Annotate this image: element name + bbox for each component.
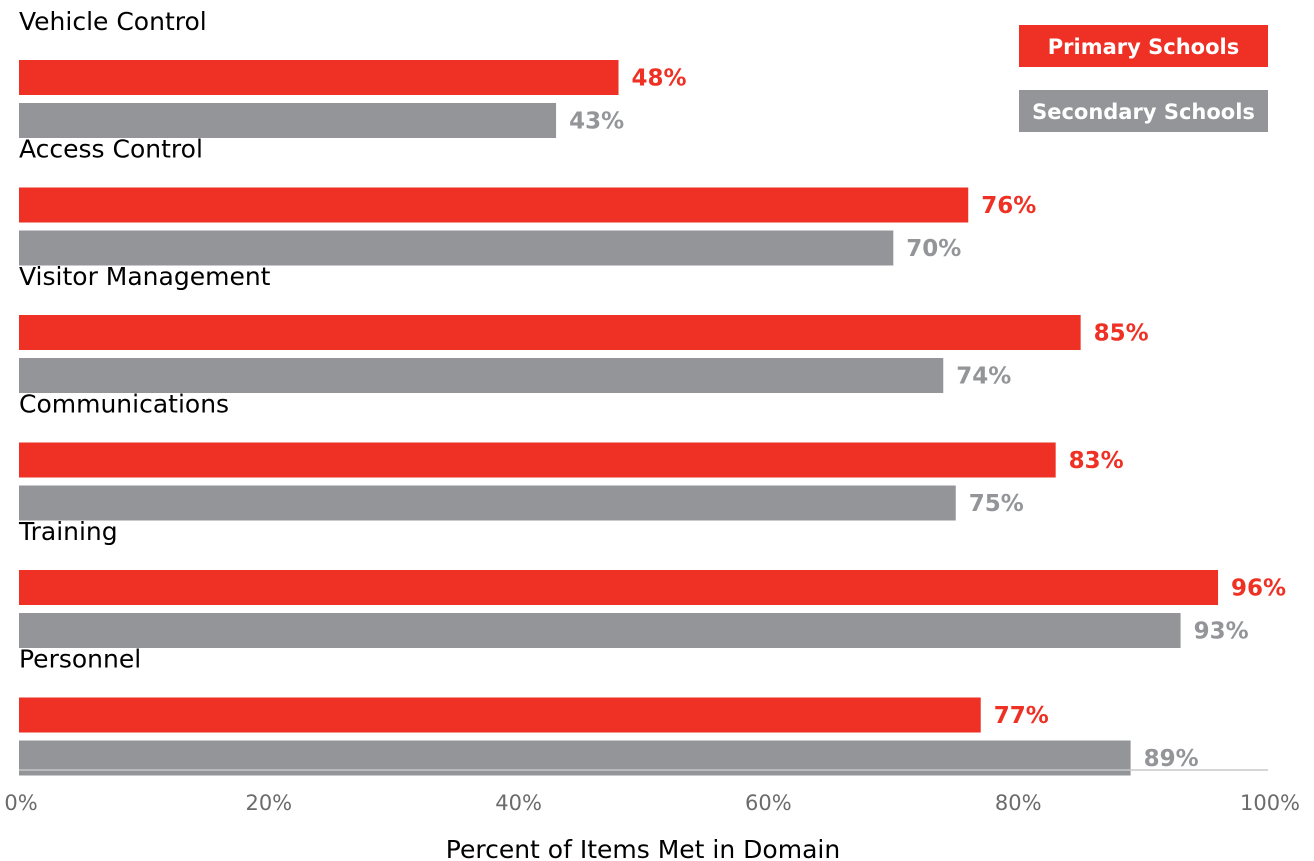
bar-primary-schools-access-control [19,187,969,223]
category-label-training: Training [18,517,118,546]
legend: Primary Schools Secondary Schools [1019,25,1268,132]
x-tick-label-80: 80% [995,791,1042,815]
category-label-communications: Communications [19,390,229,419]
x-tick-label-20: 20% [245,791,292,815]
bar-primary-schools-personnel [19,697,981,733]
data-label-secondary-schools-access-control: 70% [906,236,961,262]
x-axis-ticks: 0% 20% 40% 60% 80% 100% [4,791,1300,815]
bar-primary-schools-training [19,570,1219,605]
x-tick-label-40: 40% [495,791,542,815]
data-label-primary-schools-access-control: 76% [981,193,1036,219]
category-label-vehicle-control: Vehicle Control [19,7,207,36]
data-label-secondary-schools-vehicle-control: 43% [569,109,624,135]
legend-label-primary-schools: Primary Schools [1048,35,1239,59]
bar-secondary-schools-training [19,613,1181,648]
legend-label-secondary-schools: Secondary Schools [1032,100,1255,124]
category-label-access-control: Access Control [19,135,203,164]
category-label-visitor-management: Visitor Management [19,262,271,291]
bar-secondary-schools-communications [19,485,956,521]
labels-layer: Vehicle Control 48% 43% Access Control 76% 70… [18,7,1286,772]
data-label-primary-schools-training: 96% [1231,576,1286,602]
bar-primary-schools-visitor-management [19,315,1081,350]
data-label-primary-schools-communications: 83% [1069,448,1124,474]
bars-layer [19,60,1219,776]
legend-swatch-secondary-schools [1019,90,1268,132]
category-label-personnel: Personnel [19,645,141,674]
x-tick-label-0: 0% [4,791,37,815]
data-label-secondary-schools-communications: 75% [969,491,1024,517]
x-axis-title: Percent of Items Met in Domain [446,835,840,861]
data-label-secondary-schools-training: 93% [1194,619,1249,645]
bar-secondary-schools-access-control [19,230,894,266]
data-label-primary-schools-personnel: 77% [994,703,1049,729]
bar-primary-schools-communications [19,442,1056,478]
data-label-secondary-schools-personnel: 89% [1144,746,1199,772]
data-label-primary-schools-visitor-management: 85% [1094,321,1149,347]
bar-primary-schools-vehicle-control [19,60,619,95]
x-tick-label-100: 100% [1240,791,1300,815]
bar-secondary-schools-vehicle-control [19,103,557,138]
x-tick-label-60: 60% [745,791,792,815]
data-label-secondary-schools-visitor-management: 74% [956,364,1011,390]
data-label-primary-schools-vehicle-control: 48% [632,66,687,92]
bar-secondary-schools-visitor-management [19,358,944,393]
legend-swatch-primary-schools [1019,25,1268,67]
